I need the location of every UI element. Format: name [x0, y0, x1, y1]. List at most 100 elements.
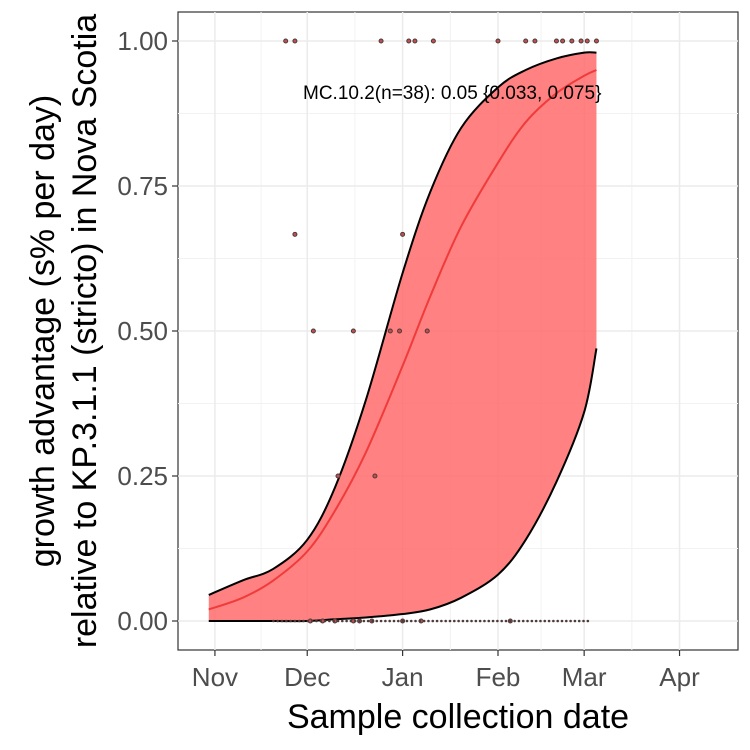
fit-line: [208, 69, 597, 611]
data-point-zero: [526, 619, 529, 623]
x-tick-label: Jan: [382, 662, 424, 692]
data-point-zero: [297, 619, 301, 623]
data-point-zero: [349, 619, 353, 623]
data-point-zero: [470, 619, 473, 623]
data-point-zero: [487, 619, 491, 623]
data-point: [335, 473, 341, 479]
data-point-zero: [293, 619, 297, 623]
data-point-zero: [310, 619, 314, 623]
data-point-zero: [366, 619, 370, 623]
data-point-zero: [306, 619, 310, 623]
data-point-zero: [272, 619, 275, 623]
data-point: [430, 38, 436, 44]
data-point-zero: [465, 619, 469, 623]
data-point-zero: [552, 619, 555, 623]
data-point-zero: [582, 619, 585, 623]
y-axis-title-line2: relative to KP.3.1.1 (stricto) in Nova S…: [66, 14, 104, 648]
data-point-zero: [435, 619, 439, 623]
data-point-zero: [319, 619, 323, 623]
data-point-zero: [483, 619, 486, 623]
upper-ci-line: [208, 51, 597, 596]
data-point: [495, 38, 501, 44]
data-point-zero: [414, 619, 417, 623]
data-point-zero: [565, 619, 568, 623]
data-point-zero: [461, 619, 465, 623]
data-point: [387, 328, 393, 334]
data-point: [412, 38, 418, 44]
data-point-zero: [276, 619, 279, 623]
data-point-zero: [362, 619, 366, 623]
x-tick-label: Mar: [562, 662, 607, 692]
data-point-zero: [323, 619, 327, 623]
confidence-ribbon: [208, 52, 597, 622]
data-point-zero: [336, 619, 340, 623]
y-tick-label: 1.00: [117, 26, 168, 56]
data-point-zero: [358, 619, 361, 623]
data-point: [310, 328, 316, 334]
data-point-zero: [405, 619, 409, 623]
data-point-zero: [539, 619, 542, 623]
data-point-zero: [392, 619, 396, 623]
data-point-zero: [379, 619, 383, 623]
data-point-zero: [569, 619, 572, 623]
data-point-zero: [457, 619, 460, 623]
points-layer: [272, 38, 599, 624]
data-point-zero: [397, 619, 400, 623]
data-point-zero: [521, 619, 525, 623]
data-point-zero: [513, 619, 516, 623]
data-point: [593, 38, 599, 44]
data-point-zero: [573, 619, 577, 623]
data-point-zero: [586, 619, 590, 623]
data-point-zero: [534, 619, 538, 623]
data-point: [283, 38, 289, 44]
data-point-zero: [401, 619, 404, 623]
data-point-zero: [422, 619, 426, 623]
data-point-zero: [280, 619, 284, 623]
data-point: [424, 328, 430, 334]
data-point: [400, 231, 406, 237]
y-tick-label: 0.25: [117, 461, 168, 491]
x-tick-label: Nov: [192, 662, 238, 692]
data-point-zero: [285, 619, 288, 623]
annotation-label: MC.10.2(n=38): 0.05 {0.033, 0.075}: [303, 83, 601, 104]
data-point-zero: [440, 619, 443, 623]
data-point-zero: [431, 619, 435, 623]
x-tick-label: Feb: [476, 662, 521, 692]
x-tick-label: Dec: [284, 662, 330, 692]
data-point-zero: [478, 619, 482, 623]
data-point-zero: [491, 619, 495, 623]
data-point-zero: [496, 619, 499, 623]
data-point: [372, 473, 378, 479]
data-point: [569, 38, 575, 44]
data-point-zero: [560, 619, 564, 623]
y-tick-label: 0.50: [117, 316, 168, 346]
data-point-zero: [504, 619, 508, 623]
data-point-zero: [530, 619, 534, 623]
data-point-zero: [448, 619, 452, 623]
axes: Nov Dec Jan Feb Mar Apr 0.00 0.25 0.50 0.75 1.00: [117, 26, 700, 692]
y-tick-label: 0.00: [117, 606, 168, 636]
data-point-zero: [418, 619, 422, 623]
data-point: [406, 38, 412, 44]
data-point-zero: [328, 619, 331, 623]
data-point: [523, 38, 529, 44]
y-axis-title-line1: growth advantage (s% per day): [24, 95, 62, 567]
data-point: [397, 328, 403, 334]
data-point-zero: [375, 619, 379, 623]
data-point-zero: [547, 619, 551, 623]
data-point-zero: [302, 619, 305, 623]
data-point-zero: [384, 619, 387, 623]
data-point-zero: [341, 619, 344, 623]
data-point: [378, 38, 384, 44]
data-point: [578, 38, 584, 44]
data-point-zero: [427, 619, 430, 623]
data-point-zero: [517, 619, 521, 623]
data-point-zero: [474, 619, 478, 623]
data-point-zero: [444, 619, 447, 623]
data-point-zero: [577, 619, 581, 623]
data-point-zero: [345, 619, 348, 623]
y-tick-label: 0.75: [117, 171, 168, 201]
data-point-zero: [353, 619, 357, 623]
data-point: [350, 328, 356, 334]
